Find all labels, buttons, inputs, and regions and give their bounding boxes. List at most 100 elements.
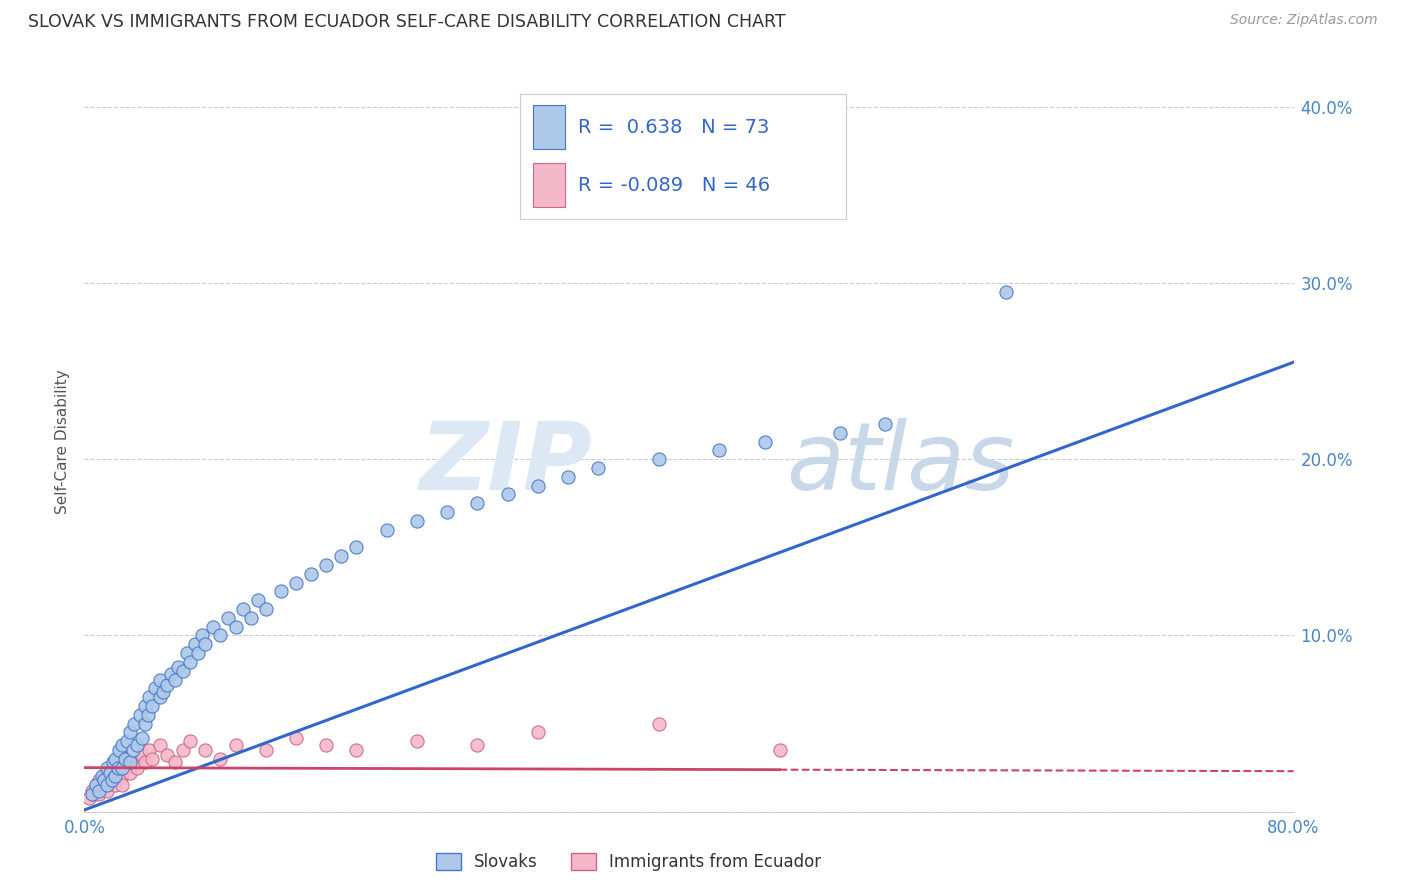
Point	[96, 761, 118, 775]
Point	[217, 611, 239, 625]
Point	[225, 738, 247, 752]
Point	[159, 667, 181, 681]
Point	[467, 738, 489, 752]
Point	[138, 690, 160, 705]
Point	[86, 778, 108, 792]
Point	[156, 748, 179, 763]
Point	[191, 628, 214, 642]
Point	[247, 593, 270, 607]
Point	[134, 698, 156, 713]
Point	[86, 778, 108, 792]
Point	[467, 496, 489, 510]
Point	[557, 470, 579, 484]
Point	[141, 752, 163, 766]
Point	[121, 756, 143, 770]
Point	[118, 766, 141, 780]
Point	[96, 783, 118, 797]
Point	[111, 761, 134, 775]
Point	[93, 769, 115, 783]
Point	[346, 541, 368, 555]
Point	[111, 778, 134, 792]
Point	[299, 566, 322, 581]
Point	[131, 748, 153, 763]
Point	[167, 660, 190, 674]
Point	[127, 761, 149, 775]
Point	[100, 772, 122, 787]
Point	[709, 443, 731, 458]
Point	[315, 558, 337, 572]
Point	[284, 731, 308, 745]
Point	[330, 549, 353, 563]
Point	[134, 716, 156, 731]
Point	[754, 434, 776, 449]
Point	[108, 743, 131, 757]
Point	[209, 752, 232, 766]
Y-axis label: Self-Care Disability: Self-Care Disability	[55, 369, 70, 514]
Point	[526, 478, 548, 492]
Legend: Slovaks, Immigrants from Ecuador: Slovaks, Immigrants from Ecuador	[429, 846, 828, 878]
Point	[87, 783, 110, 797]
Point	[149, 738, 172, 752]
Point	[179, 655, 201, 669]
Point	[114, 761, 136, 775]
Point	[406, 514, 429, 528]
Text: ZIP: ZIP	[419, 417, 592, 509]
Point	[129, 707, 152, 722]
Point	[145, 681, 167, 696]
Point	[127, 738, 149, 752]
Point	[131, 731, 153, 745]
Point	[194, 637, 217, 651]
Point	[107, 761, 129, 775]
Point	[647, 716, 671, 731]
Point	[172, 664, 194, 678]
Point	[93, 772, 115, 787]
Point	[94, 772, 117, 787]
Point	[830, 425, 852, 440]
Point	[172, 743, 194, 757]
Point	[194, 743, 217, 757]
Point	[406, 734, 429, 748]
Point	[80, 787, 103, 801]
Point	[89, 772, 111, 787]
Point	[163, 673, 186, 687]
Point	[284, 575, 308, 590]
Point	[152, 685, 174, 699]
Point	[183, 637, 205, 651]
Point	[101, 756, 124, 770]
Point	[77, 790, 100, 805]
Point	[375, 523, 398, 537]
Point	[239, 611, 262, 625]
Text: atlas: atlas	[786, 418, 1014, 509]
Point	[209, 628, 232, 642]
Point	[107, 766, 129, 780]
Point	[769, 743, 792, 757]
Point	[118, 725, 141, 739]
Point	[96, 766, 118, 780]
Point	[91, 769, 114, 783]
Point	[89, 787, 111, 801]
Point	[98, 772, 121, 787]
Point	[163, 756, 186, 770]
Point	[232, 602, 254, 616]
Point	[270, 584, 292, 599]
Text: SLOVAK VS IMMIGRANTS FROM ECUADOR SELF-CARE DISABILITY CORRELATION CHART: SLOVAK VS IMMIGRANTS FROM ECUADOR SELF-C…	[28, 13, 786, 31]
Point	[254, 743, 277, 757]
Point	[136, 707, 159, 722]
Point	[98, 766, 121, 780]
Point	[179, 734, 201, 748]
Point	[114, 752, 136, 766]
Point	[115, 752, 138, 766]
Point	[254, 602, 277, 616]
Point	[201, 619, 224, 633]
Point	[111, 738, 134, 752]
Point	[115, 734, 138, 748]
Point	[875, 417, 897, 431]
Point	[80, 783, 103, 797]
Point	[647, 452, 671, 467]
Point	[156, 678, 179, 692]
Text: Source: ZipAtlas.com: Source: ZipAtlas.com	[1230, 13, 1378, 28]
Point	[104, 769, 127, 783]
Point	[346, 743, 368, 757]
Point	[138, 743, 160, 757]
Point	[134, 756, 156, 770]
